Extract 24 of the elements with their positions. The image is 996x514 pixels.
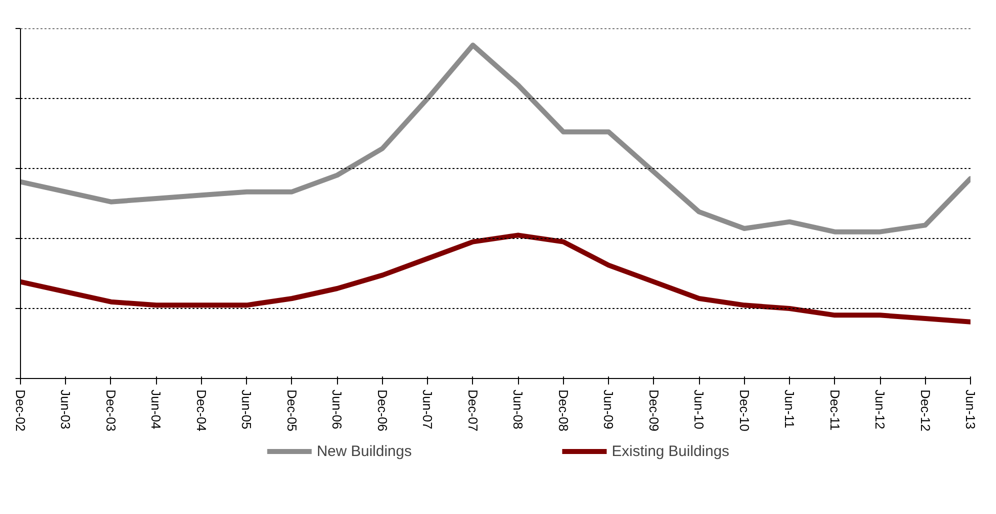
legend-label: Existing Buildings [612,442,730,460]
x-tick-label: Dec-06 [374,390,390,432]
x-tick-label: Dec-09 [646,390,662,432]
x-tick-label: Dec-11 [827,390,842,430]
x-tick-label: Dec-12 [918,390,933,432]
x-tick-label: Dec-05 [284,390,300,432]
x-tick-label: Jun-13 [963,390,978,430]
x-tick-label: Dec-03 [103,390,118,432]
x-tick-label: Dec-07 [465,390,480,432]
x-tick-label: Dec-02 [13,390,28,432]
x-tick-label: Jun-03 [58,390,74,430]
x-tick-label: Jun-08 [510,390,526,430]
x-tick-label: Jun-11 [782,390,798,428]
x-tick-label: Dec-08 [556,390,571,432]
x-tick-label: Dec-10 [736,390,752,432]
x-tick-label: Jun-09 [601,390,616,430]
x-tick-label: Jun-04 [148,390,164,430]
x-tick-label: Jun-06 [330,390,345,430]
x-tick-label: Jun-07 [420,390,436,430]
legend-label: New Buildings [316,442,412,460]
x-tick-label: Dec-04 [194,390,209,432]
x-tick-label: Jun-10 [692,390,707,430]
x-tick-label: Jun-12 [872,390,888,430]
x-tick-label: Jun-05 [239,390,254,430]
